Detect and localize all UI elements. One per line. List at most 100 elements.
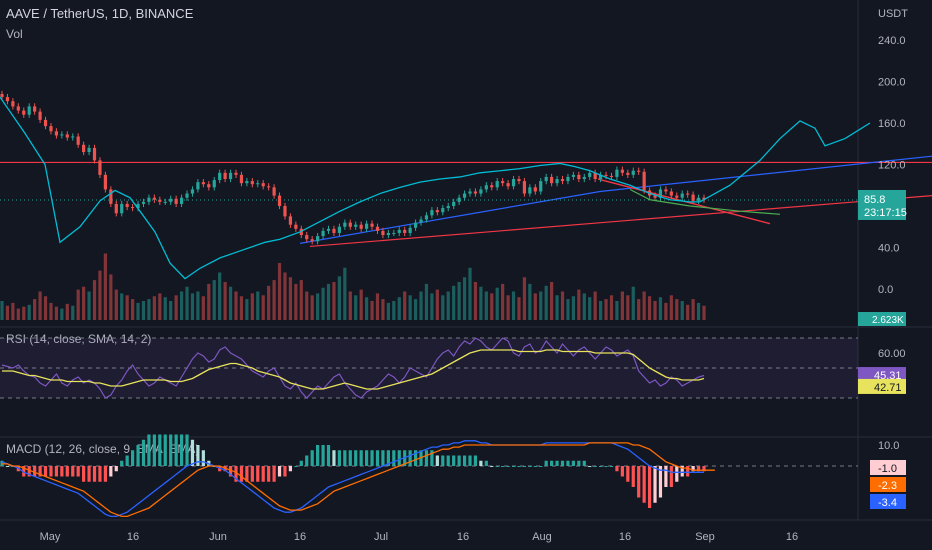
candle (218, 172, 222, 181)
volume-bar (424, 283, 429, 320)
volume-bar (511, 291, 516, 320)
macd-histogram-bar (680, 466, 684, 477)
volume-bar (5, 305, 10, 320)
volume-bar (691, 299, 695, 320)
volume-bar (582, 293, 586, 320)
candle (413, 222, 418, 228)
candle (430, 210, 434, 216)
candle (109, 189, 113, 204)
volume-bar (365, 297, 369, 320)
volume-bar (452, 285, 456, 320)
candle (190, 189, 195, 194)
candle (169, 198, 173, 202)
candle (316, 236, 320, 242)
volume-bar (408, 295, 412, 320)
candle (201, 182, 205, 185)
candle (424, 215, 429, 220)
candle (261, 183, 265, 187)
volume-bar (82, 286, 86, 320)
volume-bar (11, 302, 15, 320)
macd-histogram-bar (435, 455, 439, 466)
candle (653, 195, 657, 198)
volume-bar (577, 289, 581, 320)
volume-bar (566, 299, 570, 320)
candle (435, 210, 439, 213)
macd-histogram-bar (588, 466, 592, 467)
volume-bar (294, 283, 298, 320)
candle (343, 222, 347, 227)
macd-histogram-bar (158, 434, 162, 466)
volume-bar (147, 299, 151, 320)
macd-histogram-bar (370, 450, 374, 466)
macd-histogram-bar (92, 466, 97, 482)
candle (185, 193, 189, 198)
volume-label: Vol (6, 27, 23, 41)
volume-bar (283, 272, 287, 320)
volume-bar (479, 286, 483, 320)
macd-histogram-bar (190, 439, 195, 466)
volume-bar (228, 286, 233, 320)
volume-bar (375, 293, 380, 320)
candle (256, 183, 260, 185)
candle (566, 176, 570, 182)
time-axis-label: 16 (127, 531, 139, 543)
macd-histogram-bar (501, 466, 505, 467)
candle (528, 187, 532, 194)
candle (495, 181, 499, 188)
macd-histogram-bar (283, 466, 287, 477)
candle (92, 147, 97, 161)
volume-bar (620, 291, 624, 320)
macd-histogram-bar (245, 466, 249, 482)
candle (452, 201, 456, 206)
candle (239, 174, 244, 184)
candle (326, 228, 331, 231)
volume-bar (669, 295, 673, 320)
volume-bar (544, 285, 548, 320)
candle (550, 176, 554, 184)
candle (305, 235, 309, 240)
candle (179, 197, 184, 204)
volume-bar (501, 283, 505, 320)
candle (245, 181, 249, 184)
macd-histogram-bar (479, 460, 483, 466)
candle (234, 172, 238, 175)
candle (250, 181, 254, 185)
candle (403, 229, 407, 233)
candle (571, 174, 575, 177)
candle (294, 224, 298, 229)
candle (637, 170, 641, 172)
volume-bar (321, 287, 325, 320)
macd-histogram-bar (71, 466, 75, 477)
macd-histogram-bar (239, 466, 244, 482)
candle (288, 216, 293, 225)
candle (11, 101, 15, 107)
candle (533, 187, 537, 192)
candle (5, 97, 10, 102)
volume-bar (528, 283, 532, 320)
macd-histogram-bar (196, 445, 200, 466)
candle (577, 174, 581, 180)
macd-histogram-bar (114, 466, 118, 472)
time-axis-label: Jun (209, 531, 227, 543)
macd-histogram-bar (174, 434, 178, 466)
candle (696, 197, 701, 201)
macd-histogram-bar (272, 466, 276, 482)
macd-histogram-bar (631, 466, 635, 487)
macd-histogram-bar (22, 466, 26, 477)
macd-histogram-bar (571, 460, 575, 466)
price-tick-label: 40.0 (878, 243, 899, 255)
volume-bar (65, 303, 69, 320)
secondary-ma-line (629, 188, 781, 215)
candle (283, 206, 287, 217)
macd-histogram-bar (76, 466, 80, 477)
volume-bar (245, 299, 249, 320)
candle (114, 203, 118, 214)
candle (103, 174, 107, 190)
volume-bar (33, 299, 37, 320)
volume-bar (87, 291, 91, 320)
macd-histogram-bar (316, 445, 320, 466)
macd-histogram-bar (669, 466, 673, 487)
macd-histogram-bar (163, 434, 167, 466)
time-axis-label: 16 (786, 531, 798, 543)
